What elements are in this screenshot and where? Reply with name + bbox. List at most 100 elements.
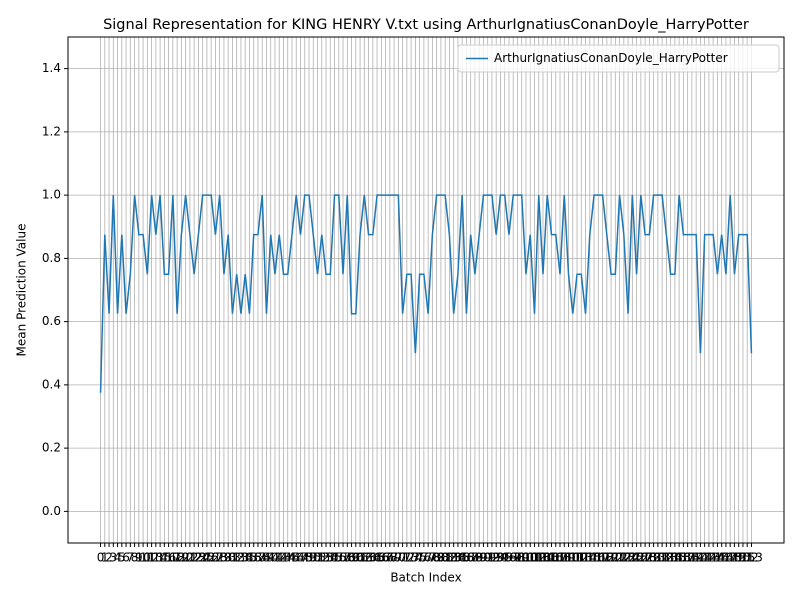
x-tick-label: 85 xyxy=(455,551,470,565)
x-tick-label: 70 xyxy=(391,551,406,565)
x-tick-label: 89 xyxy=(472,551,487,565)
x-tick-label: 119 xyxy=(595,551,618,565)
x-axis-label: Batch Index xyxy=(390,571,461,585)
x-tick-label: 10 xyxy=(135,551,150,565)
x-tick-label: 126 xyxy=(625,551,648,565)
x-tick-label: 106 xyxy=(540,551,563,565)
x-tick-label: 143 xyxy=(697,551,720,565)
x-tick-label: 147 xyxy=(714,551,737,565)
x-tick-label: 92 xyxy=(484,551,499,565)
y-axis-label: Mean Prediction Value xyxy=(15,224,29,357)
x-tick-label: 21 xyxy=(182,551,197,565)
x-tick-label: 3 xyxy=(109,551,117,565)
x-tick-label: 87 xyxy=(463,551,478,565)
x-tick-label: 149 xyxy=(723,551,746,565)
x-tick-label: 64 xyxy=(365,551,380,565)
x-tick-label: 15 xyxy=(157,551,172,565)
x-tick-label: 97 xyxy=(506,551,521,565)
plot-frame xyxy=(67,36,785,544)
x-tick-label: 108 xyxy=(549,551,572,565)
x-tick-label: 150 xyxy=(727,551,750,565)
y-tick-label: 0.6 xyxy=(42,314,61,328)
x-tick-label: 47 xyxy=(293,551,308,565)
x-tick-label: 96 xyxy=(501,551,516,565)
x-tick-label: 53 xyxy=(318,551,333,565)
x-tick-label: 5 xyxy=(118,551,126,565)
x-tick-label: 114 xyxy=(574,551,597,565)
x-tick-label: 93 xyxy=(489,551,504,565)
x-tick-label: 80 xyxy=(433,551,448,565)
x-tick-label: 54 xyxy=(323,551,338,565)
x-tick-label: 8 xyxy=(131,551,139,565)
x-tick-label: 46 xyxy=(289,551,304,565)
x-tick-label: 43 xyxy=(276,551,291,565)
x-tick-label: 33 xyxy=(233,551,248,565)
y-tick-label: 1.4 xyxy=(42,61,61,75)
x-tick-label: 153 xyxy=(740,551,763,565)
x-tick-label: 130 xyxy=(642,551,665,565)
x-tick-label: 62 xyxy=(357,551,372,565)
x-tick-label: 117 xyxy=(587,551,610,565)
x-tick-label: 49 xyxy=(301,551,316,565)
x-tick-label: 61 xyxy=(352,551,367,565)
x-tick-label: 124 xyxy=(617,551,640,565)
x-tick-label: 110 xyxy=(557,551,580,565)
x-tick-label: 127 xyxy=(629,551,652,565)
x-tick-label: 38 xyxy=(255,551,270,565)
x-tick-label: 17 xyxy=(165,551,180,565)
x-tick-label: 68 xyxy=(382,551,397,565)
x-tick-label: 111 xyxy=(561,551,584,565)
x-tick-label: 72 xyxy=(399,551,414,565)
x-tick-label: 37 xyxy=(250,551,265,565)
x-tick-label: 52 xyxy=(314,551,329,565)
x-tick-label: 152 xyxy=(736,551,759,565)
x-tick-label: 13 xyxy=(148,551,163,565)
x-tick-label: 75 xyxy=(412,551,427,565)
y-tick-label: 0.0 xyxy=(42,504,61,518)
y-tick-label: 0.8 xyxy=(42,251,61,265)
x-tick-label: 116 xyxy=(583,551,606,565)
y-tick-label: 1.2 xyxy=(42,124,61,138)
x-tick-label: 99 xyxy=(514,551,529,565)
x-tick-label: 133 xyxy=(655,551,678,565)
x-tick-label: 18 xyxy=(169,551,184,565)
x-tick-label: 28 xyxy=(212,551,227,565)
x-tick-label: 59 xyxy=(344,551,359,565)
x-tick-label: 40 xyxy=(263,551,278,565)
x-tick-label: 101 xyxy=(519,551,542,565)
y-tick-label: 1.0 xyxy=(42,188,61,202)
x-tick-label: 6 xyxy=(122,551,130,565)
x-tick-label: 146 xyxy=(710,551,733,565)
x-tick-label: 63 xyxy=(361,551,376,565)
x-tick-label: 73 xyxy=(403,551,418,565)
chart-title: Signal Representation for KING HENRY V.t… xyxy=(103,17,749,33)
x-tick-label: 51 xyxy=(310,551,325,565)
x-tick-label: 41 xyxy=(267,551,282,565)
x-tick-label: 36 xyxy=(246,551,261,565)
x-tick-label: 95 xyxy=(497,551,512,565)
x-tick-label: 104 xyxy=(532,551,555,565)
legend-label: ArthurIgnatiusConanDoyle_HarryPotter xyxy=(494,51,728,65)
x-tick-label: 57 xyxy=(335,551,350,565)
x-tick-label: 56 xyxy=(331,551,346,565)
x-tick-label: 25 xyxy=(199,551,214,565)
x-tick-label: 11 xyxy=(140,551,155,565)
x-tick-label: 144 xyxy=(702,551,725,565)
y-tick-label: 0.2 xyxy=(42,441,61,455)
x-tick-label: 103 xyxy=(527,551,550,565)
x-tick-label: 82 xyxy=(442,551,457,565)
x-tick-label: 31 xyxy=(225,551,240,565)
x-tick-label: 71 xyxy=(395,551,410,565)
x-tick-label: 2 xyxy=(105,551,113,565)
x-tick-label: 140 xyxy=(685,551,708,565)
x-tick-label: 16 xyxy=(161,551,176,565)
x-tick-label: 84 xyxy=(450,551,465,565)
x-tick-label: 142 xyxy=(693,551,716,565)
x-tick-label: 79 xyxy=(429,551,444,565)
x-tick-label: 83 xyxy=(446,551,461,565)
x-tick-label: 118 xyxy=(591,551,614,565)
x-tick-label: 9 xyxy=(135,551,143,565)
x-tick-label: 94 xyxy=(493,551,508,565)
legend-box xyxy=(457,44,780,73)
x-tick-label: 113 xyxy=(570,551,593,565)
